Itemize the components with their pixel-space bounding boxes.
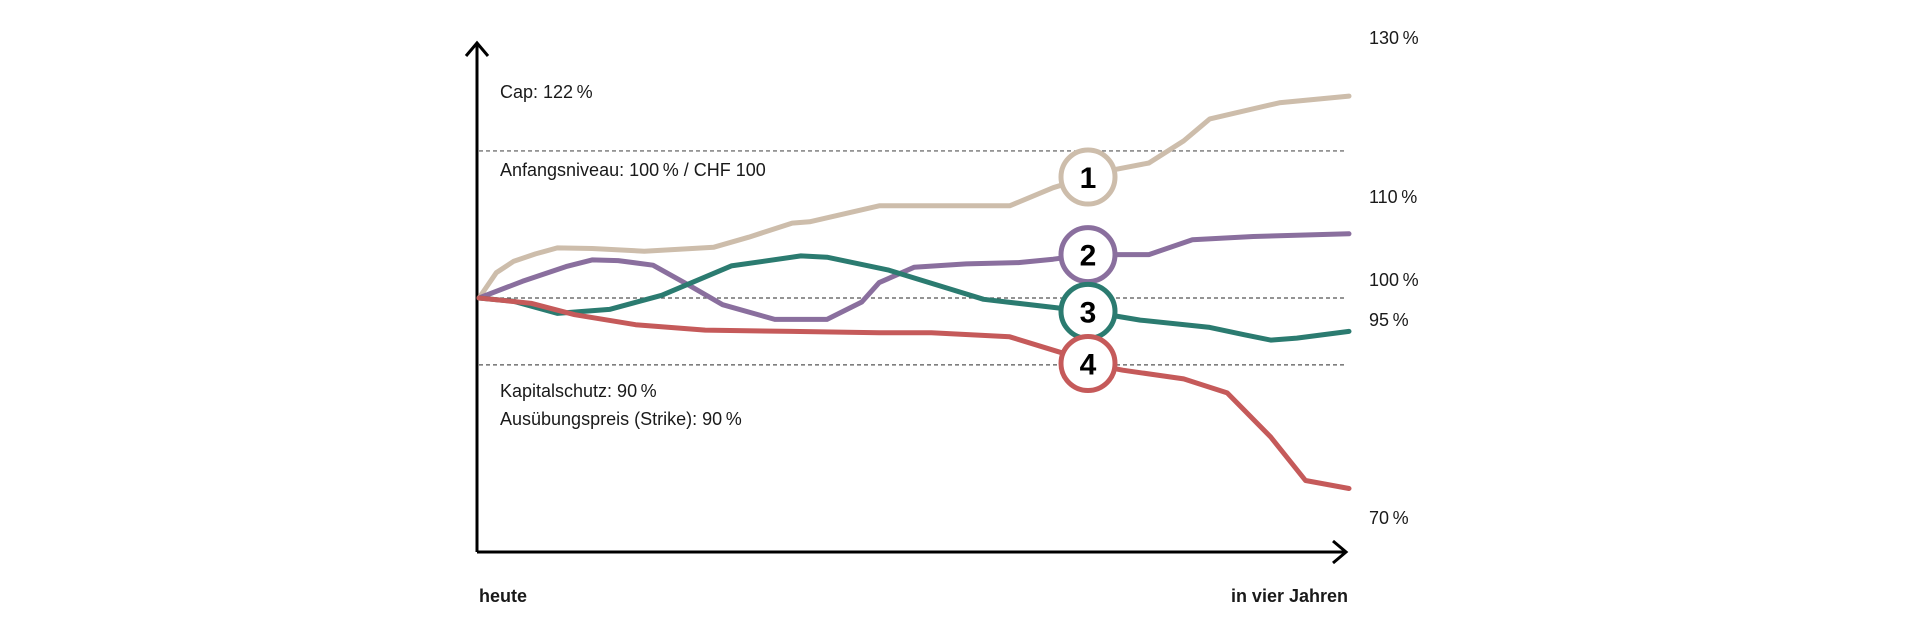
series-1-marker-circle: [1058, 147, 1118, 207]
series-1-end-label: 130 %: [1369, 28, 1419, 48]
series-2-marker-circle: [1058, 225, 1118, 285]
series-4-marker-circle: [1058, 334, 1118, 393]
x-axis-arrow-icon: [1332, 539, 1349, 565]
x-axis-end-label: in vier Jahren: [1231, 586, 1348, 606]
series-4-line: [476, 295, 1352, 491]
series-3-marker-number: 3: [1080, 296, 1097, 329]
series-2-marker-number: 2: [1080, 240, 1097, 273]
series-lines: [476, 93, 1352, 491]
series-2-marker: 2: [1058, 225, 1118, 285]
x-axis-start-label: heute: [479, 586, 527, 606]
series-4-marker: 4: [1058, 334, 1118, 393]
series-markers: 1 2 3 4: [1058, 147, 1118, 393]
initial-level-end-label: 100 %: [1369, 270, 1419, 290]
series-1-line: [476, 93, 1352, 301]
series-2-line: [476, 231, 1352, 322]
series-4-end-label: 70 %: [1369, 508, 1409, 528]
series-4-marker-number: 4: [1080, 349, 1097, 382]
series-3-line: [476, 253, 1352, 343]
series-1-marker-number: 1: [1080, 162, 1097, 195]
series-3-marker: 3: [1058, 281, 1118, 341]
series-1-marker: 1: [1058, 147, 1118, 207]
axes: [464, 40, 1349, 565]
cap-label: Cap: 122 %: [500, 82, 593, 102]
initial-level-label: Anfangsniveau: 100 % / CHF 100: [500, 160, 766, 180]
chart-labels: Cap: 122 % Anfangsniveau: 100 % / CHF 10…: [479, 28, 1419, 606]
capital-protection-label: Kapitalschutz: 90 %: [500, 381, 657, 401]
strike-label: Ausübungspreis (Strike): 90 %: [500, 409, 742, 429]
series-2-end-label: 110 %: [1369, 187, 1417, 207]
reference-lines: [479, 150, 1345, 366]
series-3-end-label: 95 %: [1369, 310, 1409, 330]
y-axis-arrow-icon: [464, 40, 490, 57]
